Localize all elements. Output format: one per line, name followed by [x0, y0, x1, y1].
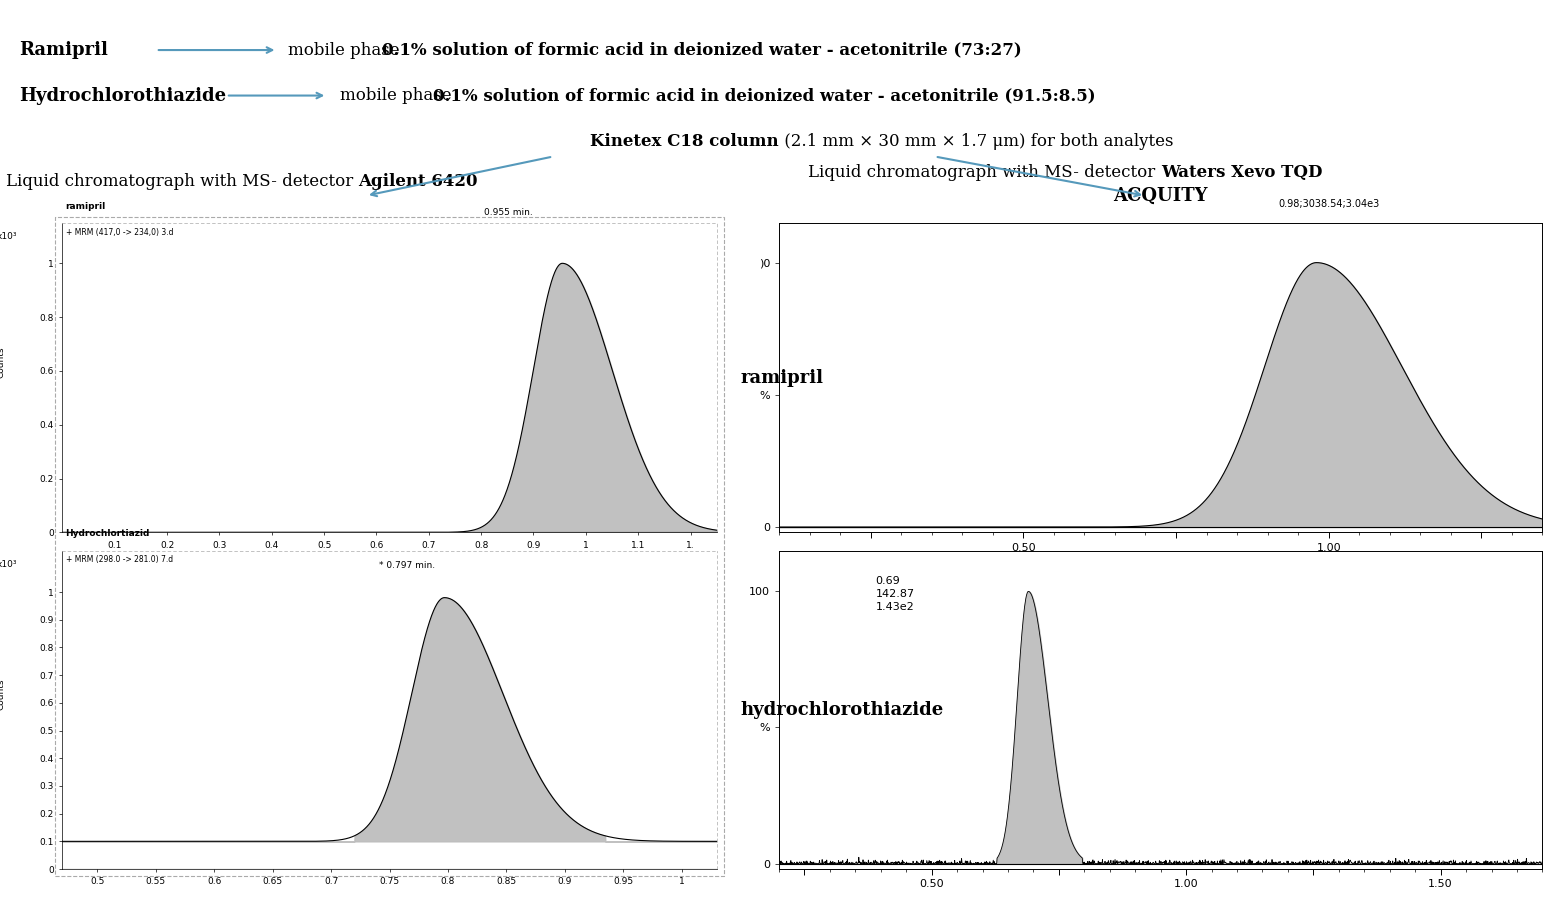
Text: Ramipril: Ramipril	[19, 41, 108, 59]
Text: 0.98;3038.54;3.04e3: 0.98;3038.54;3.04e3	[1278, 199, 1379, 209]
Text: x10³: x10³	[0, 232, 17, 241]
Text: mobile phase: mobile phase	[340, 87, 456, 104]
Text: + MRM (298.0 -> 281.0) 7.d: + MRM (298.0 -> 281.0) 7.d	[65, 555, 173, 564]
Text: Hydrochlortiazid: Hydrochlortiazid	[65, 529, 150, 538]
Text: Liquid chromatograph with MS- detector: Liquid chromatograph with MS- detector	[809, 165, 1161, 181]
Text: x10³: x10³	[0, 561, 17, 569]
Text: + MRM (417,0 -> 234,0) 3.d: + MRM (417,0 -> 234,0) 3.d	[65, 228, 173, 237]
Text: hydrochlorothiazide: hydrochlorothiazide	[740, 701, 943, 719]
Text: Liquid chromatograph with MS- detector: Liquid chromatograph with MS- detector	[6, 174, 358, 190]
Text: Counts: Counts	[0, 347, 6, 378]
Text: ramipril: ramipril	[740, 369, 823, 387]
Text: (2.1 mm × 30 mm × 1.7 μm) for both analytes: (2.1 mm × 30 mm × 1.7 μm) for both analy…	[779, 133, 1173, 149]
Text: 0.1% solution of formic acid in deionized water - acetonitrile (91.5:8.5): 0.1% solution of formic acid in deionize…	[433, 87, 1095, 104]
Text: * 0.797 min.: * 0.797 min.	[379, 561, 435, 570]
Text: ACQUITY: ACQUITY	[1114, 187, 1207, 205]
Text: 0.69
142.87
1.43e2: 0.69 142.87 1.43e2	[876, 576, 915, 612]
Text: Waters Xevo TQD: Waters Xevo TQD	[1161, 165, 1323, 181]
Text: ramipril: ramipril	[65, 202, 106, 210]
Text: Agilent 6420: Agilent 6420	[358, 174, 478, 190]
Text: Hydrochlorothiazide: Hydrochlorothiazide	[19, 86, 226, 105]
Text: 0.1% solution of formic acid in deionized water - acetonitrile (73:27): 0.1% solution of formic acid in deionize…	[382, 42, 1022, 58]
Text: mobile phase: mobile phase	[288, 42, 405, 58]
Text: Kinetex C18 column: Kinetex C18 column	[590, 133, 779, 149]
Text: 0.955 min.: 0.955 min.	[483, 207, 533, 217]
Text: Counts: Counts	[0, 678, 6, 710]
